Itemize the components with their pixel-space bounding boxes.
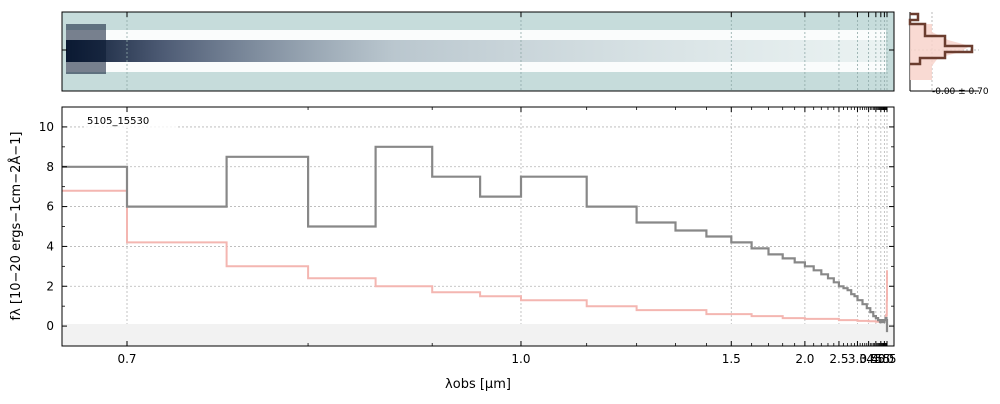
y-tick-label: 8 (46, 160, 54, 174)
profile-panel: -0.00 ± 0.70 (908, 12, 989, 97)
object-label: 5105_15530 (87, 116, 149, 127)
y-tick-label: 4 (46, 239, 54, 253)
plot-area (62, 107, 894, 346)
spectrum-2d-core (66, 40, 886, 62)
zero-shade-band (62, 324, 894, 346)
x-tick-label: 5.5 (877, 352, 896, 366)
x-tick-label: 3.0 (848, 352, 867, 366)
x-tick-label: 5.0 (875, 352, 894, 366)
y-tick-label: 2 (46, 279, 54, 293)
x-tick-label: 0.7 (117, 352, 136, 366)
x-tick-label: 2.5 (829, 352, 848, 366)
spectrum-2d-blue-end (66, 24, 106, 74)
grid-lines (62, 107, 894, 346)
series-layer (62, 145, 889, 333)
x-tick-label: 4.0 (866, 352, 885, 366)
object-label-bg (84, 112, 178, 128)
y-tick-label: 0 (46, 319, 54, 333)
profile-trace (908, 12, 974, 66)
y-axis-label: fλ [10−20 ergs−1cm−2Å−1] (8, 132, 24, 321)
x-tick-label: 2.0 (795, 352, 814, 366)
spectrum-2d-ticks (62, 12, 894, 91)
spectrum-2d-trace (66, 24, 886, 74)
profile-model-fill (910, 24, 970, 80)
x-tick-label: 1.0 (511, 352, 530, 366)
y-tick-label: 6 (46, 200, 54, 214)
spectrum-2d-panel (61, 11, 895, 92)
x-axis-label: λobs [μm] (445, 377, 511, 392)
x-tick-label: 1.5 (722, 352, 741, 366)
y-ticks: 0 2 4 6 8 10 (39, 106, 894, 347)
series-line-flux (62, 145, 889, 333)
x-tick-label: 4.5 (871, 352, 890, 366)
x-tick-label: 3.5 (859, 352, 878, 366)
spectrum-1d-panel: 0.7 1.0 1.5 2.0 2.5 3.03.54.04.55.05.5 0 2 4 6 8 1… (8, 106, 897, 392)
x-ticks: 0.7 1.0 1.5 2.0 2.5 3.03.54.04.55.05.5 (117, 107, 897, 366)
profile-label: -0.00 ± 0.70 (932, 87, 989, 97)
y-tick-label: 10 (39, 120, 54, 134)
